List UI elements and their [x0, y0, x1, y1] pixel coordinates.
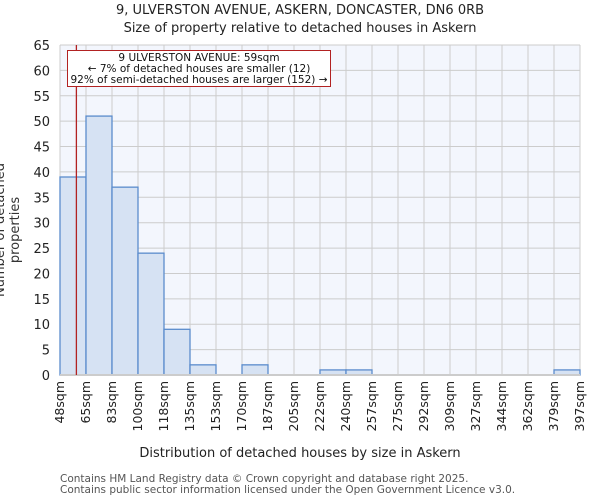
x-tick-label: 83sqm: [104, 381, 119, 424]
property-annotation-box: 9 ULVERSTON AVENUE: 59sqm ← 7% of detach…: [67, 50, 331, 87]
x-tick-label: 170sqm: [234, 381, 249, 431]
x-tick-label: 153sqm: [208, 381, 223, 431]
histogram-bar: [85, 115, 113, 376]
x-tick-label: 257sqm: [364, 381, 379, 431]
y-tick-label: 35: [33, 191, 50, 206]
chart-title: 9, ULVERSTON AVENUE, ASKERN, DONCASTER, …: [115, 3, 485, 18]
x-tick-label: 292sqm: [416, 381, 431, 431]
histogram-bar: [241, 364, 269, 376]
x-tick-label: 222sqm: [312, 381, 327, 431]
chart-subtitle: Size of property relative to detached ho…: [123, 21, 477, 36]
x-tick-label: 187sqm: [260, 381, 275, 431]
histogram-bar: [137, 252, 165, 376]
footer-line-1: Contains HM Land Registry data © Crown c…: [60, 473, 469, 485]
x-tick-label: 327sqm: [468, 381, 483, 431]
x-tick-label: 65sqm: [78, 381, 93, 424]
x-tick-label: 118sqm: [156, 381, 171, 431]
footer-line-2: Contains public sector information licen…: [60, 484, 516, 496]
y-tick-label: 30: [33, 217, 50, 232]
y-tick-label: 60: [33, 64, 50, 79]
x-tick-label: 344sqm: [494, 381, 509, 431]
footer-attribution: Contains HM Land Registry data © Crown c…: [60, 474, 515, 496]
x-axis-label: Distribution of detached houses by size …: [139, 446, 461, 461]
y-tick-label: 50: [33, 115, 50, 130]
histogram-bar: [163, 328, 191, 376]
y-tick-label: 0: [42, 369, 50, 384]
histogram-bar: [189, 364, 217, 376]
y-tick-label: 15: [33, 293, 50, 308]
y-axis-label: Number of detached properties: [0, 163, 23, 297]
y-tick-label: 45: [33, 141, 50, 156]
y-tick-label: 65: [33, 39, 50, 54]
x-tick-label: 309sqm: [442, 381, 457, 431]
x-tick-label: 362sqm: [520, 381, 535, 431]
y-tick-label: 5: [42, 344, 50, 359]
histogram-bar: [111, 186, 139, 376]
y-tick-label: 20: [33, 267, 50, 282]
x-tick-label: 379sqm: [546, 381, 561, 431]
y-tick-label: 55: [33, 90, 50, 105]
x-tick-label: 100sqm: [130, 381, 145, 431]
x-tick-label: 240sqm: [338, 381, 353, 431]
x-tick-label: 135sqm: [182, 381, 197, 431]
annotation-line-2: ← 7% of detached houses are smaller (12): [87, 63, 311, 75]
y-tick-label: 40: [33, 166, 50, 181]
annotation-line-1: 9 ULVERSTON AVENUE: 59sqm: [118, 52, 280, 64]
y-tick-label: 10: [33, 318, 50, 333]
x-tick-label: 397sqm: [572, 381, 587, 431]
histogram-bar: [59, 176, 87, 376]
y-tick-label: 25: [33, 242, 50, 257]
x-tick-label: 275sqm: [390, 381, 405, 431]
x-tick-label: 205sqm: [286, 381, 301, 431]
x-tick-label: 48sqm: [52, 381, 67, 424]
annotation-line-3: 92% of semi-detached houses are larger (…: [70, 74, 328, 86]
